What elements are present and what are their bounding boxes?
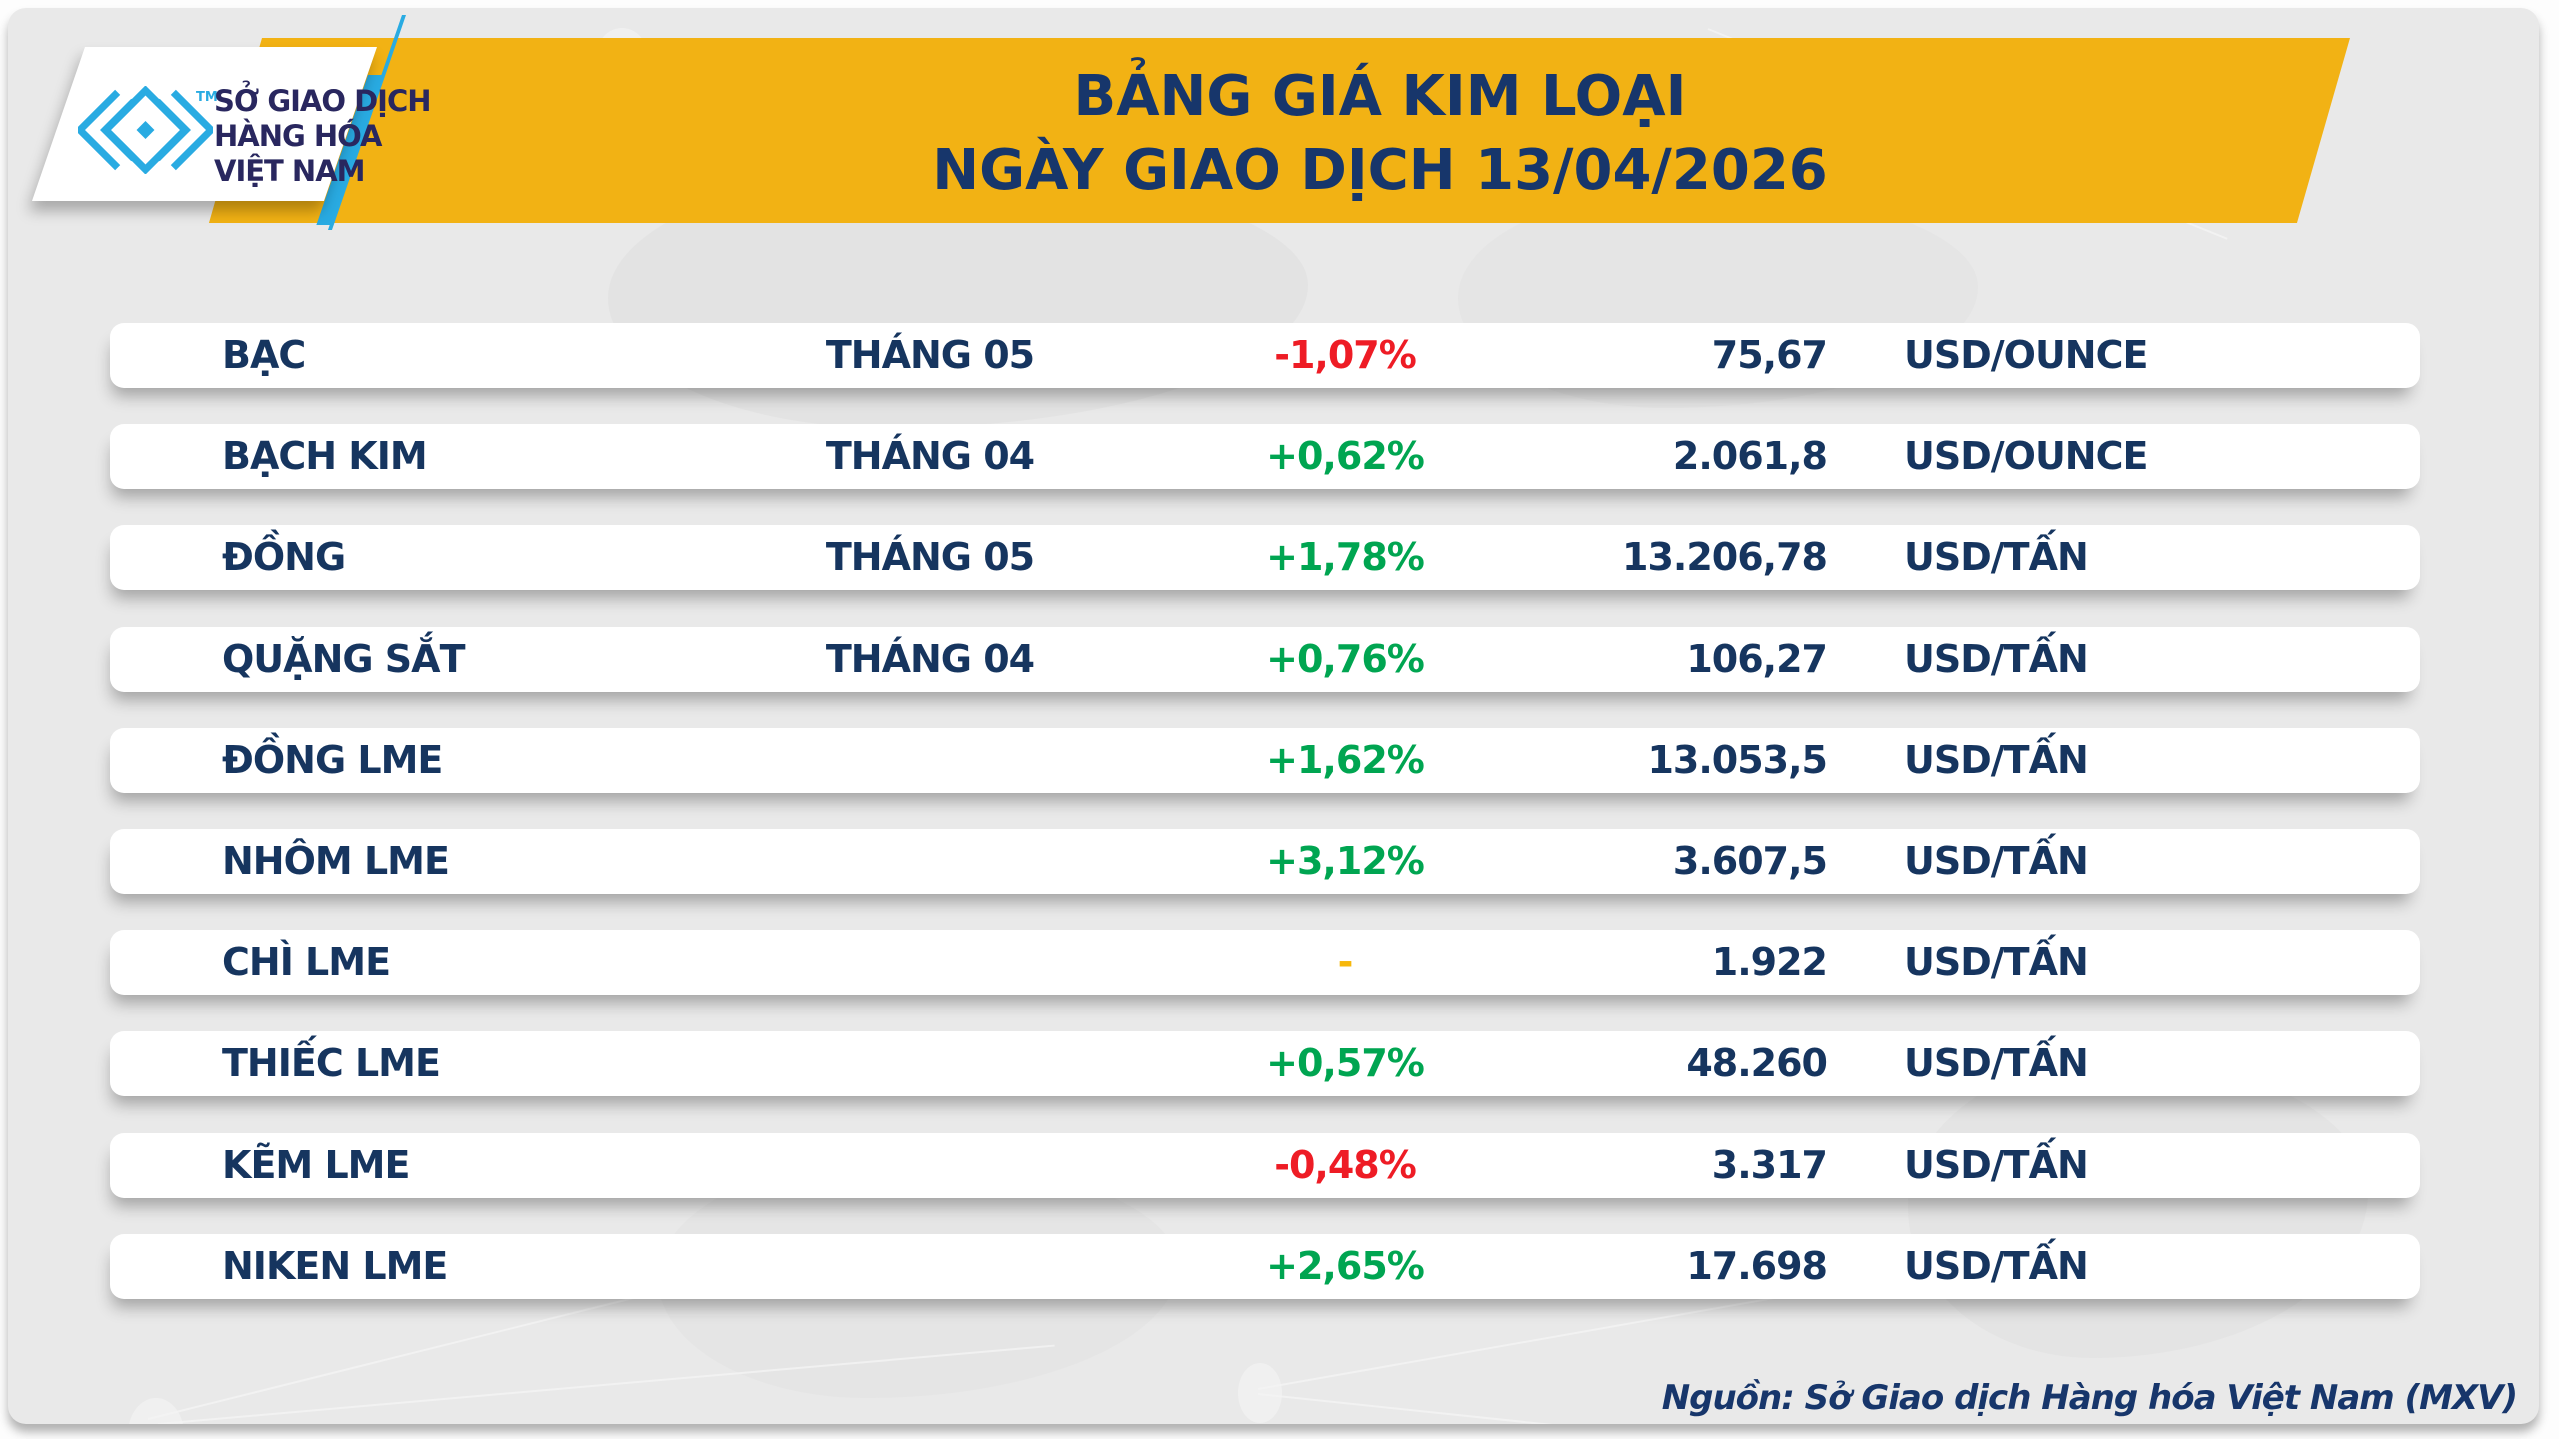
page-title: BẢNG GIÁ KIM LOẠI NGÀY GIAO DỊCH 13/04/2… [300, 60, 2460, 208]
price-value: 106,27 [1686, 637, 1828, 681]
page-title-line1: BẢNG GIÁ KIM LOẠI [1073, 64, 1687, 129]
table-row: BẠCH KIM THÁNG 04 +0,62% 2.061,8 USD/OUN… [110, 424, 2420, 489]
contract-month [780, 829, 1080, 894]
trademark-label: TM [196, 90, 218, 105]
change-percent: +1,78% [1266, 535, 1425, 579]
logo-org-line3: VIỆT NAM [214, 154, 365, 188]
logo-org-line2: HÀNG HÓA [214, 119, 382, 153]
price-value: 3.607,5 [1672, 839, 1828, 883]
change-percent: +0,57% [1266, 1041, 1425, 1085]
commodity-name: CHÌ LME [222, 940, 391, 984]
table-row: QUẶNG SẮT THÁNG 04 +0,76% 106,27 USD/TẤN [110, 627, 2420, 692]
table-row: CHÌ LME - 1.922 USD/TẤN [110, 930, 2420, 995]
table-row: NHÔM LME +3,12% 3.607,5 USD/TẤN [110, 829, 2420, 894]
price-unit: USD/TẤN [1904, 940, 2089, 984]
table-row: KẼM LME -0,48% 3.317 USD/TẤN [110, 1133, 2420, 1198]
commodity-name: THIẾC LME [222, 1041, 441, 1085]
change-percent: - [1337, 940, 1354, 984]
commodity-name: ĐỒNG [222, 535, 346, 579]
logo-org-name: SỞ GIAO DỊCH HÀNG HÓA VIỆT NAM [214, 84, 432, 189]
price-value: 13.053,5 [1647, 738, 1828, 782]
mxv-logo: TM SỞ GIAO DỊCH HÀNG HÓA VIỆT NAM [0, 0, 520, 220]
price-value: 3.317 [1711, 1143, 1828, 1187]
change-percent: +0,76% [1266, 637, 1425, 681]
price-unit: USD/TẤN [1904, 637, 2089, 681]
contract-month: THÁNG 05 [825, 333, 1035, 377]
change-percent: +3,12% [1266, 839, 1425, 883]
price-unit: USD/TẤN [1904, 1143, 2089, 1187]
price-value: 1.922 [1711, 940, 1828, 984]
price-value: 17.698 [1686, 1244, 1828, 1288]
table-row: ĐỒNG LME +1,62% 13.053,5 USD/TẤN [110, 728, 2420, 793]
source-note: Nguồn: Sở Giao dịch Hàng hóa Việt Nam (M… [1661, 1378, 2518, 1418]
commodity-name: BẠC [222, 333, 306, 377]
page-title-line2: NGÀY GIAO DỊCH 13/04/2026 [932, 138, 1828, 203]
commodity-name: BẠCH KIM [222, 434, 428, 478]
change-percent: +1,62% [1266, 738, 1425, 782]
change-percent: +2,65% [1266, 1244, 1425, 1288]
price-unit: USD/TẤN [1904, 535, 2089, 579]
price-unit: USD/OUNCE [1904, 333, 2148, 377]
network-node [1238, 1363, 1282, 1423]
world-map-pattern [1908, 1058, 2368, 1358]
table-row: ĐỒNG THÁNG 05 +1,78% 13.206,78 USD/TẤN [110, 525, 2420, 590]
price-value: 13.206,78 [1622, 535, 1828, 579]
price-unit: USD/TẤN [1904, 839, 2089, 883]
contract-month [780, 1234, 1080, 1299]
change-percent: +0,62% [1266, 434, 1425, 478]
commodity-name: KẼM LME [222, 1143, 410, 1187]
commodity-name: ĐỒNG LME [222, 738, 443, 782]
table-row: BẠC THÁNG 05 -1,07% 75,67 USD/OUNCE [110, 323, 2420, 388]
mxv-logo-icon [78, 86, 213, 174]
table-row: THIẾC LME +0,57% 48.260 USD/TẤN [110, 1031, 2420, 1096]
contract-month: THÁNG 04 [825, 637, 1035, 681]
contract-month [780, 1031, 1080, 1096]
commodity-name: NIKEN LME [222, 1244, 448, 1288]
logo-org-line1: SỞ GIAO DỊCH [214, 84, 432, 118]
contract-month: THÁNG 05 [825, 535, 1035, 579]
price-value: 75,67 [1711, 333, 1828, 377]
contract-month: THÁNG 04 [825, 434, 1035, 478]
change-percent: -1,07% [1274, 333, 1417, 377]
price-unit: USD/TẤN [1904, 738, 2089, 782]
price-value: 2.061,8 [1672, 434, 1828, 478]
price-value: 48.260 [1686, 1041, 1828, 1085]
contract-month [780, 1133, 1080, 1198]
price-unit: USD/TẤN [1904, 1041, 2089, 1085]
change-percent: -0,48% [1274, 1143, 1417, 1187]
price-unit: USD/OUNCE [1904, 434, 2148, 478]
price-unit: USD/TẤN [1904, 1244, 2089, 1288]
table-row: NIKEN LME +2,65% 17.698 USD/TẤN [110, 1234, 2420, 1299]
commodity-name: QUẶNG SẮT [222, 637, 465, 681]
contract-month [780, 930, 1080, 995]
commodity-name: NHÔM LME [222, 839, 450, 883]
contract-month [780, 728, 1080, 793]
